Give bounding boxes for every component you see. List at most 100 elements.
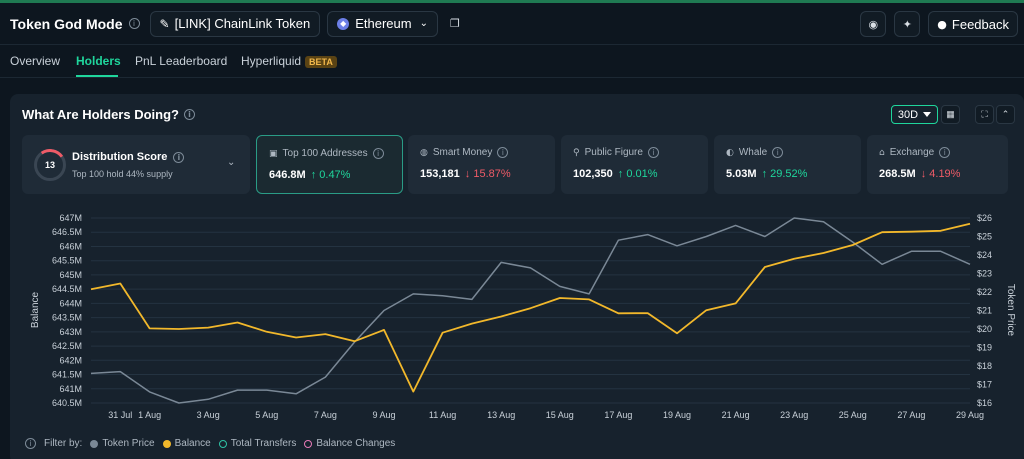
card-value-row: 5.03M ↑ 29.52% <box>726 168 807 180</box>
active-tab-indicator <box>76 75 118 77</box>
card-public-figure[interactable]: ⚲ Public Figure i 102,350 ↑ 0.01% <box>561 135 708 194</box>
card-change-value: 4.19% <box>929 168 961 180</box>
token-selector-label: [LINK] ChainLink Token <box>174 16 311 31</box>
card-smart-money[interactable]: ◍ Smart Money i 153,181 ↓ 15.87% <box>408 135 555 194</box>
filter-label: Filter by: <box>44 438 83 449</box>
tab-bar: Overview Holders PnL Leaderboard Hyperli… <box>0 46 1024 78</box>
card-label: Public Figure <box>584 147 643 158</box>
info-icon[interactable]: i <box>647 147 659 158</box>
legend-dot <box>304 439 313 448</box>
arrow-up-icon: ↑ <box>617 168 624 180</box>
legend-dot <box>218 439 227 448</box>
card-change-value: 29.52% <box>770 168 808 180</box>
card-label: Top 100 Addresses <box>282 148 368 159</box>
card-whale[interactable]: ◐ Whale i 5.03M ↑ 29.52% <box>714 135 861 194</box>
distribution-score-title: Distribution Score i <box>72 151 185 163</box>
info-icon[interactable]: i <box>372 148 384 159</box>
legend-label: Balance <box>174 438 211 449</box>
period-label: 30D <box>897 108 919 121</box>
card-label: Whale <box>738 147 768 158</box>
chart-legend: i Filter by: Token Price Balance Total T… <box>25 438 395 449</box>
period-selector[interactable]: 30D <box>891 105 938 124</box>
legend-label: Total Transfers <box>230 438 297 449</box>
info-icon[interactable]: i <box>173 151 185 163</box>
brain-icon: ◍ <box>420 147 428 158</box>
chevron-down-icon[interactable]: ⌄ <box>227 157 236 168</box>
feedback-button[interactable]: ● Feedback <box>928 11 1018 37</box>
distribution-score-label: Distribution Score <box>72 151 168 163</box>
tab-holders[interactable]: Holders <box>76 54 121 68</box>
calendar-icon[interactable]: ▦ <box>941 105 960 124</box>
legend-token-price[interactable]: Token Price <box>90 438 155 449</box>
card-change: ↑ 0.01% <box>618 168 658 180</box>
info-icon[interactable]: i <box>183 109 195 120</box>
legend-label: Balance Changes <box>316 438 396 449</box>
card-change-value: 0.47% <box>319 169 351 181</box>
info-icon[interactable]: i <box>939 147 951 158</box>
collapse-icon[interactable]: ⌃ <box>996 105 1015 124</box>
chain-selector-label: Ethereum <box>355 16 412 31</box>
token-selector[interactable]: ✎ [LINK] ChainLink Token <box>149 10 321 37</box>
distribution-score-subtitle: Top 100 hold 44% supply <box>72 169 173 179</box>
arrow-up-icon: ↑ <box>761 168 768 180</box>
card-value-row: 102,350 ↑ 0.01% <box>573 168 658 180</box>
panel-title-text: What Are Holders Doing? <box>22 107 179 122</box>
arrow-down-icon: ↓ <box>464 168 471 180</box>
legend-dot <box>162 439 171 448</box>
distribution-score-card[interactable]: 13 Distribution Score i Top 100 hold 44%… <box>22 135 250 194</box>
tab-hyperliquid[interactable]: Hyperliquid BETA <box>241 54 337 68</box>
card-label: Exchange <box>889 147 935 158</box>
card-top-100-addresses[interactable]: ▣ Top 100 Addresses i 646.8M ↑ 0.47% <box>256 135 403 194</box>
card-header: ⌂ Exchange i <box>879 147 951 158</box>
copy-icon[interactable]: ❐ <box>449 17 460 30</box>
card-value-row: 268.5M ↓ 4.19% <box>879 168 960 180</box>
wallet-icon: ▣ <box>269 148 278 159</box>
card-change: ↑ 0.47% <box>311 169 351 181</box>
legend-total-transfers[interactable]: Total Transfers <box>218 438 297 449</box>
caret-down-icon <box>923 112 932 117</box>
watch-eye-icon[interactable]: ◉ <box>860 11 887 37</box>
pin-icon[interactable]: ✦ <box>894 11 921 37</box>
card-change-value: 15.87% <box>473 168 511 180</box>
info-icon: i <box>25 438 36 449</box>
chat-bubble-icon: ● <box>937 17 947 31</box>
distribution-score-value: 13 <box>44 160 55 170</box>
whale-icon: ◐ <box>726 147 734 158</box>
info-icon[interactable]: i <box>497 147 509 158</box>
tab-pnl-leaderboard[interactable]: PnL Leaderboard <box>135 54 228 68</box>
distribution-score-ring: 13 <box>34 149 66 181</box>
legend-label: Token Price <box>102 438 155 449</box>
person-icon: ⚲ <box>573 147 580 158</box>
card-header: ◍ Smart Money i <box>420 147 509 158</box>
info-icon[interactable]: i <box>128 18 140 29</box>
legend-balance[interactable]: Balance <box>162 438 211 449</box>
top-accent-line <box>0 0 1024 3</box>
card-value: 646.8M <box>269 169 306 181</box>
card-header: ⚲ Public Figure i <box>573 147 659 158</box>
tab-hyperliquid-label: Hyperliquid <box>241 54 302 68</box>
tab-overview[interactable]: Overview <box>10 54 61 68</box>
pencil-icon: ✎ <box>159 16 170 31</box>
card-change-value: 0.01% <box>626 168 658 180</box>
app-header: Token God Mode i ✎ [LINK] ChainLink Toke… <box>0 3 1024 45</box>
distribution-score-arc <box>31 146 69 184</box>
card-header: ▣ Top 100 Addresses i <box>269 148 384 159</box>
card-value: 153,181 <box>420 168 460 180</box>
card-change: ↓ 4.19% <box>921 168 961 180</box>
info-icon[interactable]: i <box>772 147 784 158</box>
feedback-label: Feedback <box>951 16 1009 32</box>
card-value: 102,350 <box>573 168 613 180</box>
panel-title: What Are Holders Doing? i <box>22 107 195 122</box>
card-label: Smart Money <box>432 147 493 158</box>
card-value-row: 646.8M ↑ 0.47% <box>269 169 350 181</box>
chain-selector[interactable]: ◆ Ethereum ⌄ <box>327 10 438 37</box>
chevron-down-icon: ⌄ <box>419 18 428 29</box>
card-exchange[interactable]: ⌂ Exchange i 268.5M ↓ 4.19% <box>867 135 1008 194</box>
legend-balance-changes[interactable]: Balance Changes <box>304 438 395 449</box>
arrow-down-icon: ↓ <box>920 168 927 180</box>
card-value-row: 153,181 ↓ 15.87% <box>420 168 511 180</box>
beta-badge: BETA <box>305 56 337 68</box>
expand-icon[interactable]: ⛶ <box>975 105 994 124</box>
card-header: ◐ Whale i <box>726 147 784 158</box>
card-value: 5.03M <box>726 168 757 180</box>
